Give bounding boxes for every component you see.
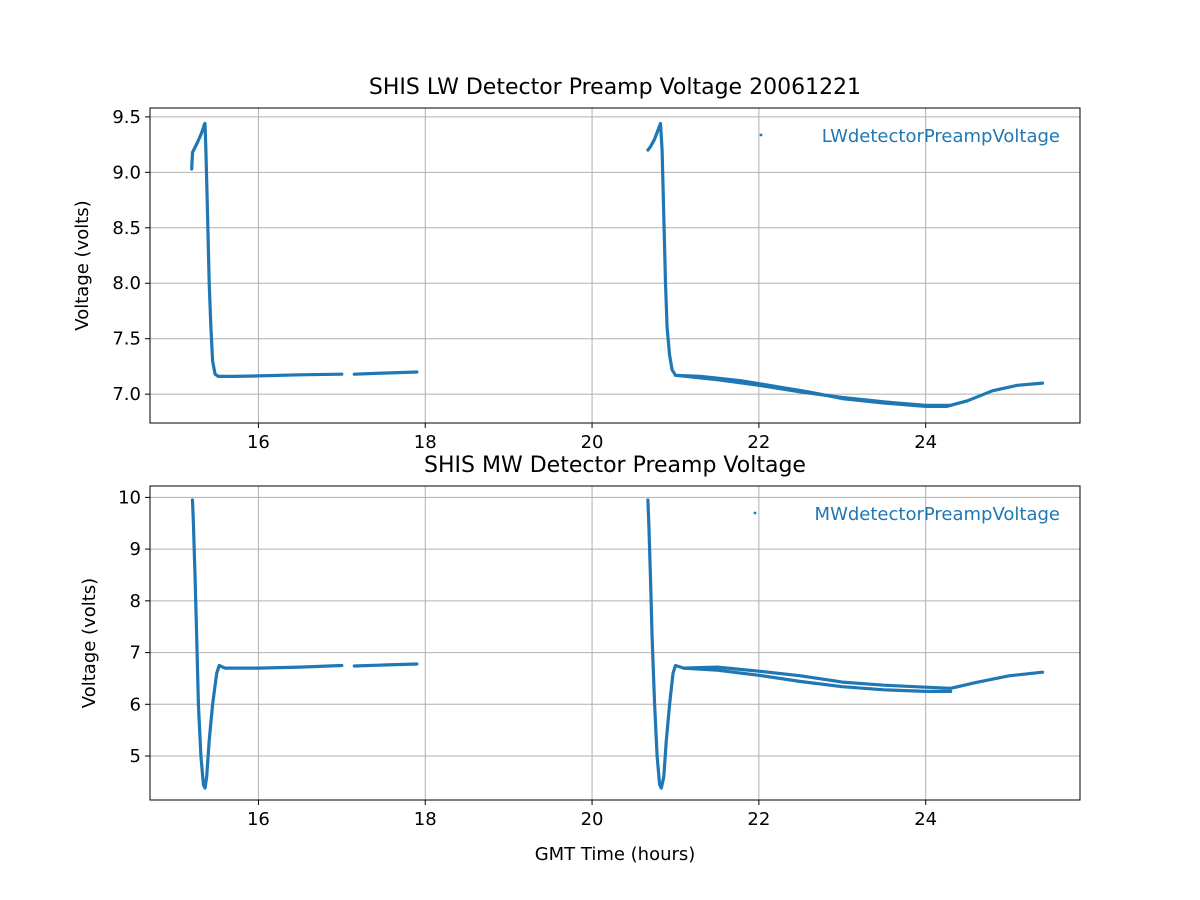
- lw-voltage-chart: 16 18 20 22 24 7.0 7.5 8.0 8.5 9.0 9.5 SHIS LW De…: [72, 75, 1081, 453]
- x-tick-label: 24: [914, 809, 937, 830]
- x-tick-label: 16: [247, 809, 270, 830]
- y-tick-label: 8.5: [112, 218, 141, 239]
- y-tick-label: 7.5: [112, 329, 141, 350]
- plot-frame: [149, 107, 1081, 424]
- y-tick-label: 7: [130, 643, 141, 664]
- series-line: [352, 662, 419, 668]
- y-axis-label: Voltage (volts): [72, 200, 93, 330]
- x-tick-label: 22: [747, 809, 770, 830]
- x-tick-label: 20: [581, 809, 604, 830]
- chart-title: SHIS MW Detector Preamp Voltage: [424, 453, 806, 478]
- y-tick-label: 10: [118, 487, 141, 508]
- series-line: [190, 121, 344, 378]
- y-tick-label: 9.5: [112, 107, 141, 128]
- x-tick-label: 18: [414, 432, 437, 453]
- y-tick-label: 5: [130, 746, 141, 767]
- y-axis-label: Voltage (volts): [79, 578, 100, 708]
- legend: LWdetectorPreampVoltage: [759, 126, 1060, 147]
- x-tick-label: 24: [914, 432, 937, 453]
- y-tick-label: 9: [130, 539, 141, 560]
- mw-voltage-chart: 16 18 20 22 24 5 6 7 8 9 10 SHIS MW Detector Prea…: [79, 453, 1081, 865]
- series-line: [646, 498, 1045, 790]
- series-line: [682, 666, 953, 693]
- legend: MWdetectorPreampVoltage: [753, 504, 1060, 525]
- series-line: [673, 373, 953, 407]
- chart-title: SHIS LW Detector Preamp Voltage 20061221: [369, 75, 861, 100]
- x-tick-label: 20: [581, 432, 604, 453]
- legend-label: LWdetectorPreampVoltage: [822, 126, 1060, 147]
- y-tick-label: 8.0: [112, 273, 141, 294]
- plot-frame: [149, 485, 1081, 801]
- y-tick-label: 7.0: [112, 384, 141, 405]
- x-tick-label: 16: [247, 432, 270, 453]
- x-tick-label: 22: [747, 432, 770, 453]
- y-tick-label: 9.0: [112, 162, 141, 183]
- x-tick-label: 18: [414, 809, 437, 830]
- y-tick-label: 8: [130, 591, 141, 612]
- y-tick-label: 6: [130, 694, 141, 715]
- legend-marker: [753, 511, 757, 515]
- legend-label: MWdetectorPreampVoltage: [815, 504, 1060, 525]
- series-line: [190, 498, 344, 790]
- series-line: [352, 370, 419, 376]
- legend-marker: [759, 133, 763, 137]
- x-axis-label: GMT Time (hours): [535, 844, 696, 865]
